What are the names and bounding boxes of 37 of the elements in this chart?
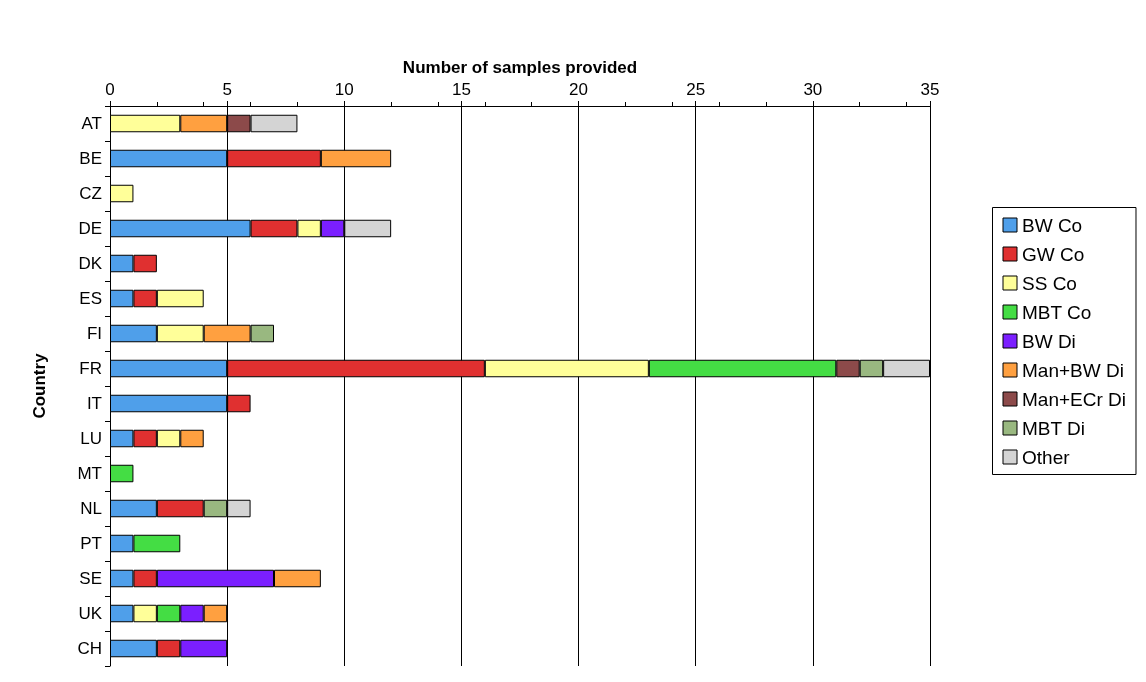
y-tick-label: CZ	[79, 184, 102, 203]
legend-label: GW Co	[1022, 243, 1085, 265]
legend-label: Man+ECr Di	[1022, 388, 1126, 410]
legend-label: SS Co	[1022, 272, 1077, 294]
x-tick-label: 20	[569, 80, 589, 99]
x-tick-label: 15	[451, 80, 471, 99]
y-tick-label: DE	[78, 219, 102, 238]
legend-label: Other	[1022, 446, 1071, 468]
x-tick-label: 25	[686, 80, 706, 99]
x-tick-label: 5	[222, 80, 232, 99]
legend-label: Man+BW Di	[1022, 359, 1124, 381]
y-tick-label: MT	[77, 464, 102, 483]
y-tick-label: SE	[79, 569, 102, 588]
y-tick-label: BE	[79, 149, 102, 168]
y-tick-label: FI	[86, 324, 102, 343]
bar	[110, 184, 134, 203]
legend-label: BW Co	[1022, 214, 1083, 236]
y-tick-label: LU	[80, 429, 102, 448]
x-tick-label: 10	[334, 80, 354, 99]
x-tick-label: 35	[920, 80, 940, 99]
bar	[110, 464, 134, 483]
y-tick-label: UK	[78, 604, 103, 623]
x-tick-label: 30	[803, 80, 823, 99]
y-tick-label: AT	[81, 114, 102, 133]
y-tick-label: FR	[79, 359, 102, 378]
y-tick-label: NL	[80, 499, 102, 518]
y-tick-label: DK	[78, 254, 103, 273]
y-tick-label: IT	[86, 394, 102, 413]
legend-label: BW Di	[1022, 330, 1076, 352]
legend-label: MBT Di	[1022, 417, 1085, 439]
x-tick-label: 0	[105, 80, 115, 99]
y-tick-label: PT	[80, 534, 102, 553]
y-tick-label: ES	[79, 289, 102, 308]
y-tick-label: CH	[77, 639, 102, 658]
legend-label: MBT Co	[1022, 301, 1092, 323]
x-axis-title: Number of samples provided	[402, 58, 638, 77]
y-axis-title: Country	[30, 352, 49, 419]
